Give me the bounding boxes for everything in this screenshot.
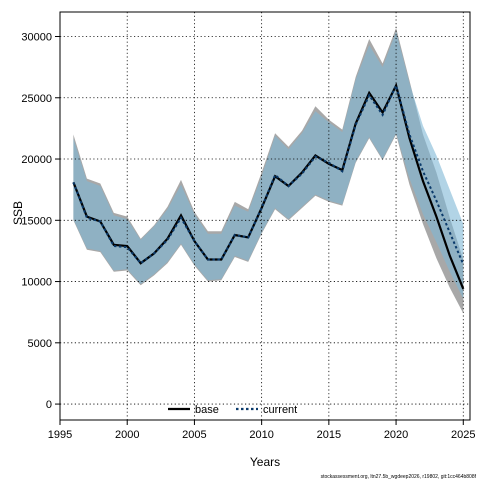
series-lines — [72, 82, 465, 290]
x-tick-label-1995: 1995 — [48, 429, 72, 441]
y-tick-label-0: 0 — [46, 399, 52, 411]
x-tick-label-2005: 2005 — [182, 429, 206, 441]
legend-label-current: current — [263, 404, 297, 416]
x-tick-label-2015: 2015 — [317, 429, 341, 441]
confidence-bands — [73, 27, 464, 314]
x-axis: 1995 2000 2005 2010 2015 2020 2025 — [48, 420, 476, 441]
x-tick-label-2025: 2025 — [451, 429, 475, 441]
y-axis: 0 5000 10000 15000 20000 25000 30000 — [21, 32, 60, 411]
line-current — [72, 82, 465, 265]
x-tick-label-2020: 2020 — [384, 429, 408, 441]
y-tick-label-5000: 5000 — [28, 338, 52, 350]
y-tick-label-25000: 25000 — [21, 93, 52, 105]
x-tick-label-2000: 2000 — [115, 429, 139, 441]
legend-label-base: base — [195, 404, 219, 416]
plot-frame — [59, 11, 471, 421]
y-tick-label-15000: 15000 — [21, 215, 52, 227]
y-tick-label-20000: 20000 — [21, 154, 52, 166]
x-axis-title: Years — [250, 455, 280, 469]
x-tick-label-2010: 2010 — [249, 429, 273, 441]
y-axis-title: SSB — [11, 201, 25, 225]
y-tick-label-30000: 30000 — [21, 32, 52, 44]
footer-text: stockassessment.org, ltn27.5b_wgdeep2026… — [321, 474, 477, 480]
y-tick-label-10000: 10000 — [21, 277, 52, 289]
legend: base current — [168, 404, 297, 416]
